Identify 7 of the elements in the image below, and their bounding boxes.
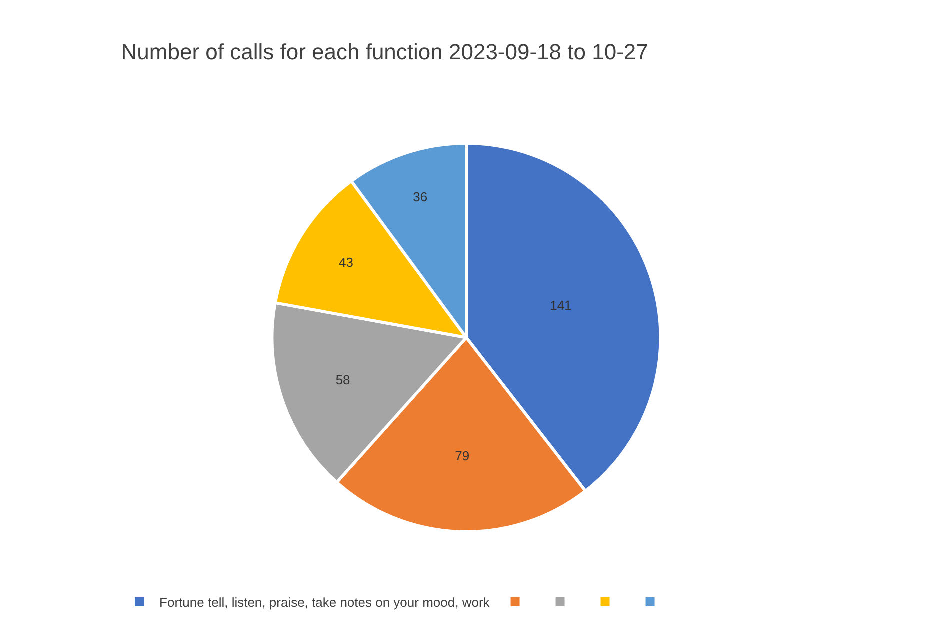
legend-label: Fortune tell, listen, praise, take notes on your mood, work [160,595,490,610]
data-label: 36 [413,190,428,205]
data-label: 58 [336,372,350,388]
chart-title: Number of calls for each function 2023-09-18 to 10-27 [121,39,648,64]
data-label: 79 [455,448,470,464]
data-label: 141 [550,298,572,313]
data-label: 43 [339,255,354,270]
